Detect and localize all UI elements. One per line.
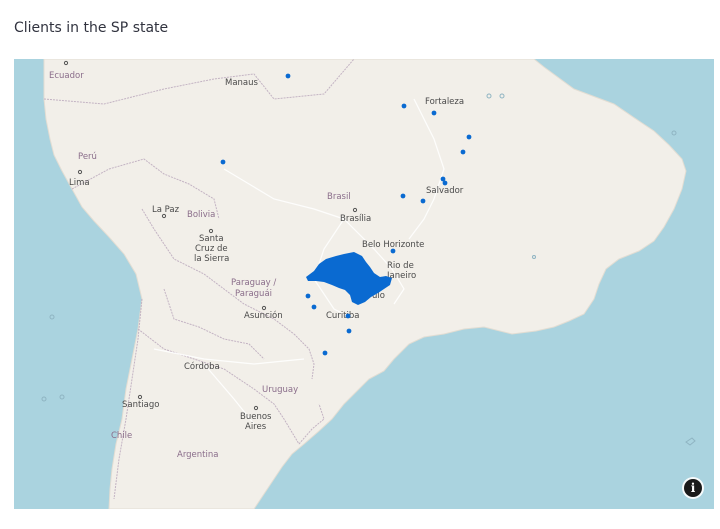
client-point[interactable]	[322, 350, 328, 356]
label-rio-line1: Rio de	[387, 261, 414, 271]
label-la-paz: La Paz	[152, 205, 180, 215]
island	[486, 93, 492, 99]
label-santa-cruz-line2: Cruz de	[195, 244, 228, 254]
label-brasil: Brasil	[327, 192, 351, 202]
chart-title: Clients in the SP state	[14, 20, 169, 36]
map-container[interactable]: Ecuador Manaus Fortaleza Perú Lima Brasi…	[14, 59, 714, 509]
client-point[interactable]	[440, 176, 446, 182]
roads	[153, 98, 445, 425]
island	[685, 437, 696, 446]
label-chile: Chile	[111, 431, 132, 441]
island	[671, 130, 677, 136]
client-point[interactable]	[305, 293, 311, 299]
client-point[interactable]	[285, 73, 291, 79]
label-bolivia: Bolivia	[187, 210, 215, 220]
map-labels: Ecuador Manaus Fortaleza Perú Lima Brasi…	[49, 60, 464, 460]
label-cordoba: Córdoba	[184, 361, 220, 372]
client-point[interactable]	[390, 248, 396, 254]
island	[49, 314, 55, 320]
label-santa-cruz-line3: la Sierra	[194, 254, 229, 264]
client-point[interactable]	[220, 159, 226, 165]
info-icon[interactable]: i	[684, 479, 702, 497]
label-santa-cruz-line1: Santa	[199, 234, 224, 244]
client-point[interactable]	[401, 103, 407, 109]
label-paraguay-line2: Paraguái	[235, 289, 272, 299]
island	[532, 255, 536, 259]
label-lima: Lima	[69, 178, 90, 188]
label-paraguay-line1: Paraguay /	[231, 278, 276, 288]
client-point[interactable]	[431, 110, 437, 116]
label-buenos-aires-line1: Buenos	[240, 412, 272, 422]
label-brasilia: Brasília	[340, 214, 371, 224]
label-ecuador: Ecuador	[49, 71, 84, 81]
client-point[interactable]	[420, 198, 426, 204]
country-borders	[43, 59, 355, 500]
map-canvas[interactable]: Ecuador Manaus Fortaleza Perú Lima Brasi…	[14, 59, 714, 509]
client-point[interactable]	[442, 180, 448, 186]
label-uruguay: Uruguay	[262, 385, 298, 395]
island	[499, 93, 505, 99]
label-belo-horizonte: Belo Horizonte	[362, 240, 424, 250]
island	[59, 394, 65, 400]
label-argentina: Argentina	[177, 450, 218, 460]
client-point[interactable]	[400, 193, 406, 199]
label-buenos-aires-line2: Aires	[245, 422, 267, 432]
label-curitiba: Curitiba	[326, 311, 359, 321]
client-point[interactable]	[460, 149, 466, 155]
client-point[interactable]	[466, 134, 472, 140]
label-fortaleza: Fortaleza	[425, 97, 464, 107]
client-points	[220, 73, 472, 356]
label-rio-line2: Janeiro	[386, 271, 416, 281]
island	[41, 396, 47, 402]
label-manaus: Manaus	[225, 78, 259, 88]
sp-state-clients-cluster	[306, 252, 392, 305]
client-point[interactable]	[346, 328, 352, 334]
label-santiago: Santiago	[122, 400, 160, 410]
label-peru: Perú	[78, 152, 97, 162]
label-sao-paulo: ulo	[372, 291, 385, 301]
label-asuncion: Asunción	[244, 310, 283, 321]
client-point[interactable]	[311, 304, 317, 310]
label-salvador: Salvador	[426, 186, 464, 196]
client-point[interactable]	[345, 313, 351, 319]
